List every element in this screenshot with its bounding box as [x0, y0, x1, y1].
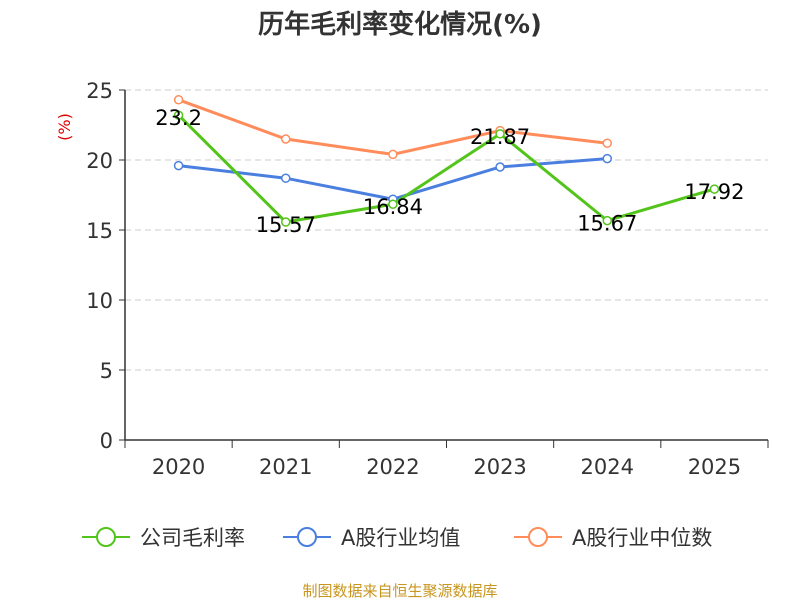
x-tick-label: 2020 — [152, 455, 205, 479]
data-label: 21.87 — [470, 125, 530, 149]
legend-label[interactable]: 公司毛利率 — [140, 526, 245, 550]
legend-marker — [297, 527, 317, 547]
y-tick-label: 5 — [100, 359, 113, 383]
data-point — [388, 149, 398, 160]
data-point — [173, 95, 184, 105]
data-label: 23.2 — [155, 106, 202, 130]
data-point — [281, 173, 291, 183]
chart-title: 历年毛利率变化情况(%) — [258, 9, 542, 40]
x-tick-label: 2021 — [259, 455, 312, 479]
data-point — [602, 215, 612, 226]
legend-marker — [96, 527, 116, 547]
x-tick-label: 2023 — [473, 455, 526, 479]
data-point — [281, 217, 291, 227]
data-label: 16.84 — [363, 195, 423, 219]
data-point — [281, 134, 291, 144]
legend-label[interactable]: A股行业均值 — [341, 526, 460, 550]
y-tick-label: 10 — [86, 289, 113, 313]
x-tick-label: 2022 — [366, 455, 419, 479]
y-axis-label: (%) — [55, 113, 74, 141]
x-tick-label: 2024 — [581, 455, 634, 479]
data-label: 15.67 — [577, 212, 637, 236]
y-tick-label: 0 — [100, 429, 113, 453]
source-note: 制图数据来自恒生聚源数据库 — [302, 582, 497, 600]
data-point — [495, 129, 505, 139]
data-point — [602, 138, 612, 148]
legend-label[interactable]: A股行业中位数 — [572, 526, 712, 550]
data-label: 17.92 — [684, 180, 744, 204]
data-point — [388, 199, 398, 209]
y-tick-label: 25 — [86, 79, 113, 103]
data-label: 15.57 — [256, 213, 316, 237]
data-point — [602, 153, 612, 164]
y-tick-label: 20 — [86, 149, 113, 173]
series-line — [178, 98, 608, 156]
x-tick-label: 2025 — [688, 455, 741, 479]
data-point — [495, 162, 505, 172]
series-line — [177, 114, 715, 224]
data-point — [173, 160, 184, 171]
legend-marker — [528, 527, 548, 547]
y-tick-label: 15 — [86, 219, 113, 243]
data-point — [709, 184, 720, 194]
data-point — [173, 110, 184, 120]
